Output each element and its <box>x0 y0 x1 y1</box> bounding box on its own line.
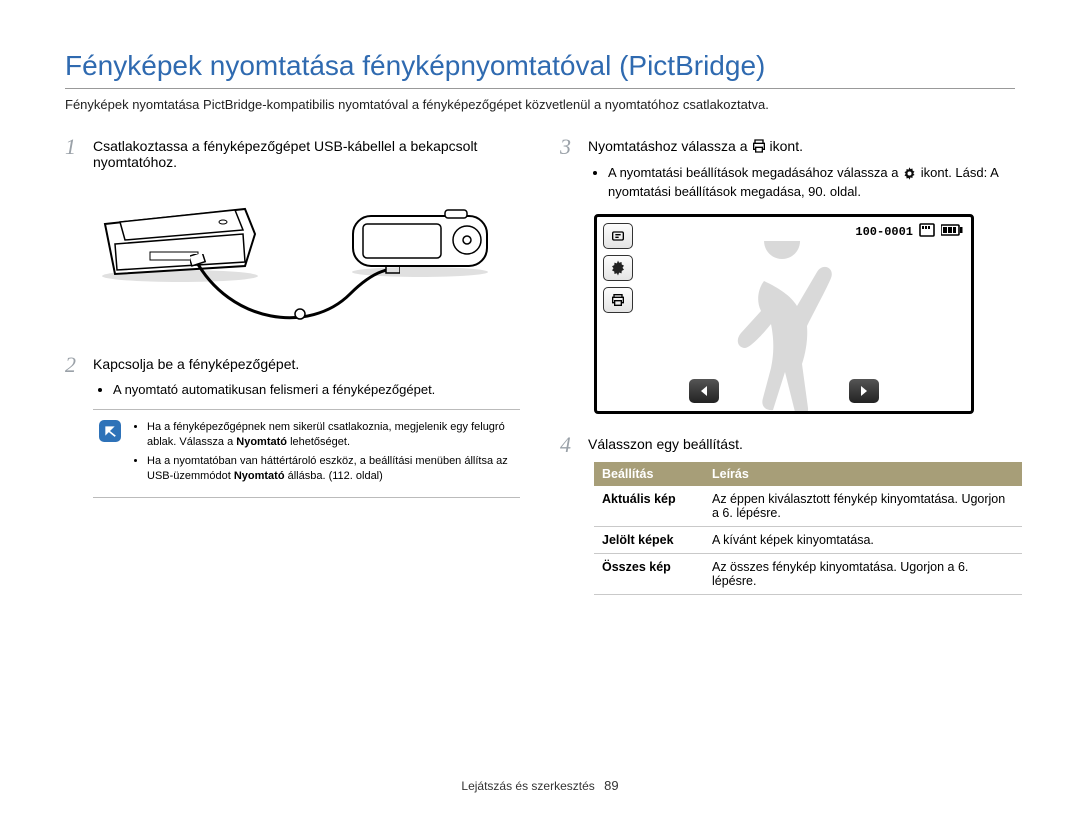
table-row: Aktuális képAz éppen kiválasztott fényké… <box>594 486 1022 527</box>
next-button[interactable] <box>849 379 879 403</box>
note-icon <box>99 420 121 442</box>
battery-icon <box>941 224 963 240</box>
note-item: Ha a nyomtatóban van háttértároló eszköz… <box>147 454 514 484</box>
content-columns: 1 Csatlakoztassa a fényképezőgépet USB-k… <box>65 136 1015 595</box>
page-footer: Lejátszás és szerkesztés 89 <box>0 778 1080 793</box>
page-number: 89 <box>604 778 618 793</box>
info-button[interactable] <box>603 223 633 249</box>
note-item: Ha a fényképezőgépnek nem sikerül csatla… <box>147 420 514 450</box>
memory-card-icon <box>919 223 935 241</box>
step-4: 4 Válasszon egy beállítást. <box>560 434 1015 456</box>
settings-button[interactable] <box>603 255 633 281</box>
table-header: Leírás <box>704 462 1022 486</box>
print-icon <box>751 138 767 154</box>
page-subtitle: Fényképek nyomtatása PictBridge-kompatib… <box>65 97 1015 112</box>
note-box: Ha a fényképezőgépnek nem sikerül csatla… <box>93 409 520 498</box>
camera-icon <box>345 204 495 279</box>
prev-button[interactable] <box>689 379 719 403</box>
left-column: 1 Csatlakoztassa a fényképezőgépet USB-k… <box>65 136 520 595</box>
sub-item: A nyomtatási beállítások megadásához vál… <box>608 164 1015 202</box>
camera-screen-preview: 100-0001 <box>594 214 974 414</box>
table-header: Beállítás <box>594 462 704 486</box>
page-title: Fényképek nyomtatása fényképnyomtatóval … <box>65 50 1015 89</box>
step-text: Válasszon egy beállítást. <box>588 434 743 452</box>
gear-icon <box>902 166 917 181</box>
printer-camera-illustration <box>95 184 515 334</box>
step-1: 1 Csatlakoztassa a fényképezőgépet USB-k… <box>65 136 520 170</box>
step-text: Nyomtatáshoz válassza a ikont. <box>588 136 803 154</box>
step-number: 1 <box>65 136 83 158</box>
settings-table: Beállítás Leírás Aktuális képAz éppen ki… <box>594 462 1022 595</box>
step-2: 2 Kapcsolja be a fényképezőgépet. <box>65 354 520 376</box>
right-column: 3 Nyomtatáshoz válassza a ikont. A nyomt… <box>560 136 1015 595</box>
table-row: Jelölt képekA kívánt képek kinyomtatása. <box>594 526 1022 553</box>
image-counter: 100-0001 <box>855 225 913 239</box>
step-number: 3 <box>560 136 578 158</box>
bullet-item: A nyomtató automatikusan felismeri a fén… <box>113 382 520 397</box>
table-row: Összes képAz összes fénykép kinyomtatása… <box>594 553 1022 594</box>
step-number: 4 <box>560 434 578 456</box>
step-text: Csatlakoztassa a fényképezőgépet USB-káb… <box>93 136 520 170</box>
step-3: 3 Nyomtatáshoz válassza a ikont. <box>560 136 1015 158</box>
step-number: 2 <box>65 354 83 376</box>
step-text: Kapcsolja be a fényképezőgépet. <box>93 354 299 372</box>
footer-section: Lejátszás és szerkesztés <box>461 779 594 793</box>
step-2-bullets: A nyomtató automatikusan felismeri a fén… <box>99 382 520 397</box>
print-button[interactable] <box>603 287 633 313</box>
step-3-sub: A nyomtatási beállítások megadásához vál… <box>594 164 1015 202</box>
